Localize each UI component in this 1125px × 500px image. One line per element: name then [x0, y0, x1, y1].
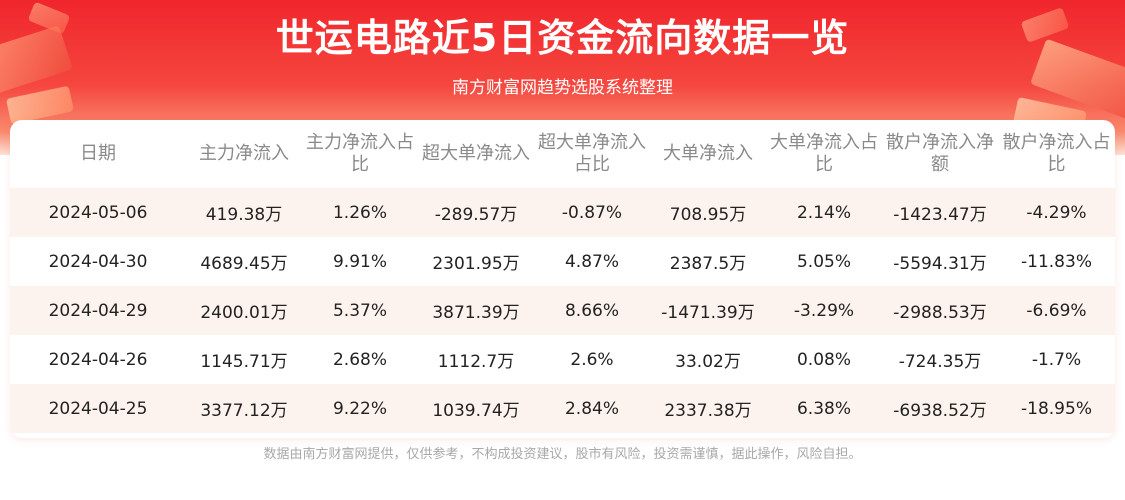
cell-super-large-net-inflow-ratio: 4.87% [534, 237, 650, 286]
cell-large-net-inflow-ratio: 0.08% [766, 335, 882, 384]
cell-super-large-net-inflow-ratio: -0.87% [534, 188, 650, 237]
column-header-main-net-inflow-ratio: 主力净流入占比 [306, 132, 414, 175]
page-subtitle: 南方财富网趋势选股系统整理 [452, 78, 673, 98]
cell-super-large-net-inflow: 1112.7万 [418, 335, 534, 384]
cell-super-large-net-inflow: -289.57万 [418, 188, 534, 237]
cell-large-net-inflow: 2387.5万 [650, 237, 766, 286]
cell-main-net-inflow-ratio: 9.91% [302, 237, 418, 286]
table-row: 2024-04-26 1145.71万 2.68% 1112.7万 2.6% 3… [10, 335, 1115, 384]
cell-main-net-inflow: 4689.45万 [186, 237, 302, 286]
column-header-retail-net-inflow-ratio: 散户净流入占比 [1002, 132, 1111, 175]
cell-retail-net-inflow-ratio: -11.83% [998, 237, 1115, 286]
cell-large-net-inflow: 2337.38万 [650, 384, 766, 433]
cell-super-large-net-inflow-ratio: 8.66% [534, 286, 650, 335]
cell-retail-net-inflow-ratio: -18.95% [998, 384, 1115, 433]
cell-main-net-inflow-ratio: 2.68% [302, 335, 418, 384]
cell-retail-net-inflow: -6938.52万 [882, 384, 998, 433]
cell-main-net-inflow: 419.38万 [186, 188, 302, 237]
cell-main-net-inflow: 2400.01万 [186, 286, 302, 335]
cell-super-large-net-inflow-ratio: 2.6% [534, 335, 650, 384]
cell-super-large-net-inflow-ratio: 2.84% [534, 384, 650, 433]
table-row: 2024-04-25 3377.12万 9.22% 1039.74万 2.84%… [10, 384, 1115, 433]
column-header-main-net-inflow: 主力净流入 [199, 143, 289, 164]
column-header-large-net-inflow-ratio: 大单净流入占比 [770, 132, 878, 175]
cell-date: 2024-04-29 [10, 286, 186, 335]
cell-retail-net-inflow: -2988.53万 [882, 286, 998, 335]
cell-retail-net-inflow-ratio: -6.69% [998, 286, 1115, 335]
cell-main-net-inflow-ratio: 5.37% [302, 286, 418, 335]
cell-large-net-inflow: 708.95万 [650, 188, 766, 237]
footer-disclaimer: 数据由南方财富网提供，仅供参考，不构成投资建议，股市有风险，投资需谨慎，据此操作… [263, 447, 862, 462]
cell-large-net-inflow-ratio: 2.14% [766, 188, 882, 237]
cell-date: 2024-04-25 [10, 384, 186, 433]
table-row: 2024-05-06 419.38万 1.26% -289.57万 -0.87%… [10, 188, 1115, 237]
cell-super-large-net-inflow: 1039.74万 [418, 384, 534, 433]
cell-large-net-inflow-ratio: 5.05% [766, 237, 882, 286]
cell-date: 2024-04-30 [10, 237, 186, 286]
cell-date: 2024-04-26 [10, 335, 186, 384]
cell-retail-net-inflow: -1423.47万 [882, 188, 998, 237]
cell-main-net-inflow: 3377.12万 [186, 384, 302, 433]
column-header-large-net-inflow: 大单净流入 [663, 143, 753, 164]
cell-large-net-inflow-ratio: -3.29% [766, 286, 882, 335]
cell-main-net-inflow-ratio: 9.22% [302, 384, 418, 433]
column-header-retail-net-inflow: 散户净流入净额 [886, 132, 994, 175]
cell-large-net-inflow: 33.02万 [650, 335, 766, 384]
table-row: 2024-04-30 4689.45万 9.91% 2301.95万 4.87%… [10, 237, 1115, 286]
cell-retail-net-inflow-ratio: -1.7% [998, 335, 1115, 384]
table-row: 2024-04-29 2400.01万 5.37% 3871.39万 8.66%… [10, 286, 1115, 335]
cell-retail-net-inflow-ratio: -4.29% [998, 188, 1115, 237]
capital-flow-table: 日期 主力净流入 主力净流入占比 超大单净流入 超大单净流入占比 大单净流入 大… [10, 120, 1115, 433]
cell-retail-net-inflow: -5594.31万 [882, 237, 998, 286]
cell-large-net-inflow: -1471.39万 [650, 286, 766, 335]
cell-large-net-inflow-ratio: 6.38% [766, 384, 882, 433]
cell-main-net-inflow: 1145.71万 [186, 335, 302, 384]
table-header-row: 日期 主力净流入 主力净流入占比 超大单净流入 超大单净流入占比 大单净流入 大… [10, 120, 1115, 188]
column-header-date: 日期 [80, 143, 116, 164]
column-header-super-large-net-inflow: 超大单净流入 [422, 143, 530, 164]
column-header-super-large-net-inflow-ratio: 超大单净流入占比 [538, 132, 646, 175]
cell-super-large-net-inflow: 2301.95万 [418, 237, 534, 286]
page-title: 世运电路近5日资金流向数据一览 [275, 16, 850, 60]
cell-retail-net-inflow: -724.35万 [882, 335, 998, 384]
data-card: 南方财富网 southmoney.com 日期 主力净流入 主力净流入占比 [10, 120, 1115, 438]
cell-main-net-inflow-ratio: 1.26% [302, 188, 418, 237]
cell-super-large-net-inflow: 3871.39万 [418, 286, 534, 335]
cell-date: 2024-05-06 [10, 188, 186, 237]
